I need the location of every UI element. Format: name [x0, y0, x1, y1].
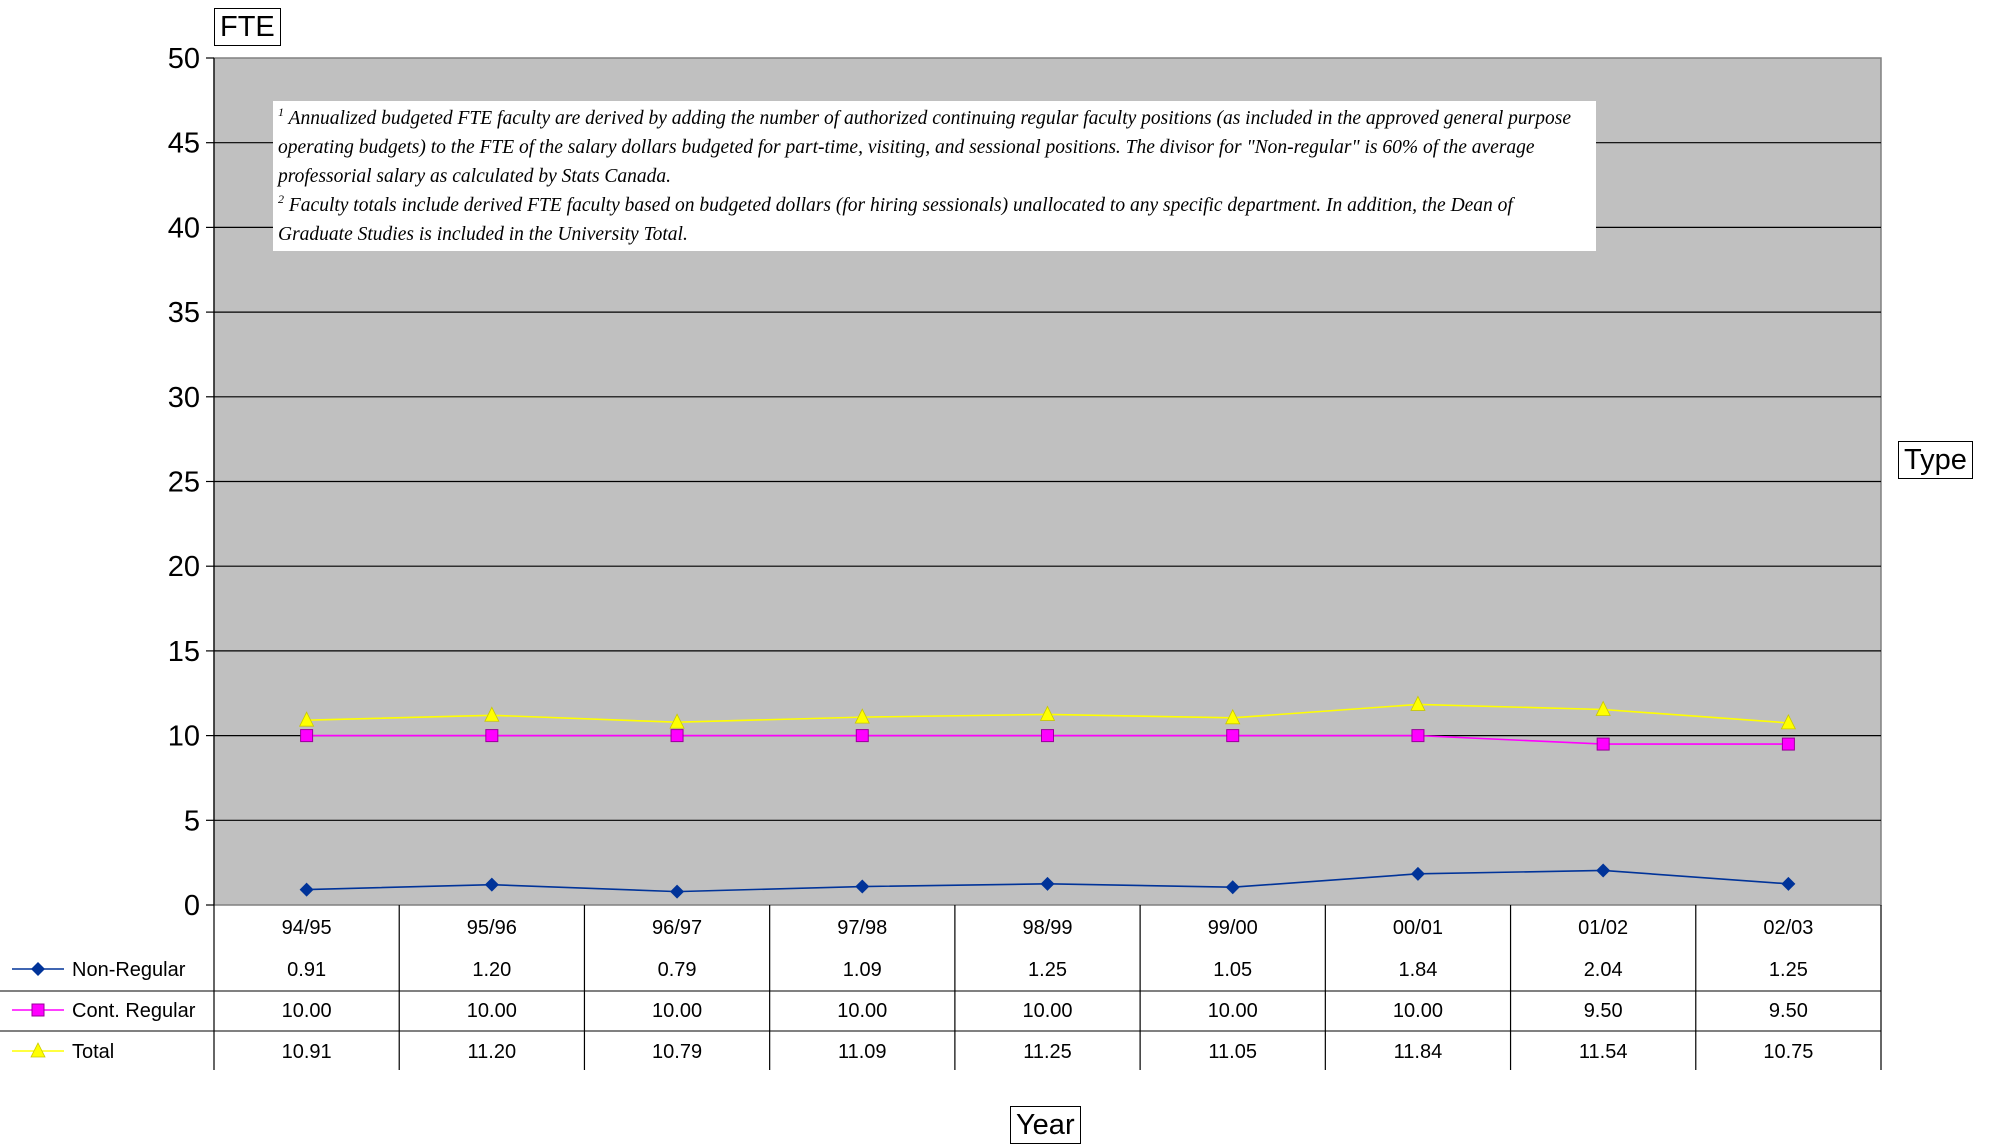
data-point-square	[1596, 737, 1610, 751]
data-value-label: 10.79	[652, 1041, 702, 1063]
y-tick-label: 20	[168, 551, 200, 583]
data-value-label: 1.84	[1398, 959, 1437, 981]
data-value-label: 1.25	[1769, 959, 1808, 981]
data-value-label: 10.00	[837, 1000, 887, 1022]
data-value-label: 1.25	[1028, 959, 1067, 981]
data-point-diamond	[1781, 876, 1796, 891]
data-point-square	[1226, 729, 1240, 743]
legend-title: Type	[1898, 441, 1973, 479]
data-value-label: 9.50	[1584, 1000, 1623, 1022]
data-value-label: 1.20	[472, 959, 511, 981]
data-value-label: 0.91	[287, 959, 326, 981]
y-tick-label: 15	[168, 636, 200, 668]
data-value-label: 2.04	[1584, 959, 1623, 981]
series-total	[298, 695, 1797, 730]
data-table: 94/95 95/96 96/97 97/98 98/99 99/00 00/01 01/02…	[0, 905, 1882, 1070]
data-point-diamond	[31, 962, 45, 976]
x-category-label: 02/03	[1763, 917, 1813, 939]
x-category-label: 95/96	[467, 917, 517, 939]
data-value-label: 11.25	[1023, 1041, 1072, 1063]
data-point-triangle	[1595, 700, 1611, 716]
legend-entry-label: Non-Regular	[72, 959, 186, 981]
footnote-1-marker: 1	[278, 105, 284, 119]
y-tick-label: 40	[168, 212, 200, 244]
x-category-label: 96/97	[652, 917, 702, 939]
footnote-box: 1 Annualized budgeted FTE faculty are de…	[273, 101, 1596, 251]
y-tick-label: 50	[168, 43, 200, 75]
data-point-diamond	[1040, 876, 1055, 891]
data-value-label: 1.05	[1213, 959, 1252, 981]
x-category-label: 99/00	[1208, 917, 1258, 939]
data-value-label: 0.79	[658, 959, 697, 981]
data-point-square	[300, 729, 314, 743]
data-point-triangle	[1039, 705, 1056, 721]
footnote-2-text: Faculty totals include derived FTE facul…	[278, 195, 1513, 245]
data-point-triangle	[298, 711, 315, 727]
data-point-triangle	[1225, 708, 1241, 725]
data-point-square	[670, 729, 684, 743]
data-value-label: 1.09	[843, 959, 882, 981]
data-value-label: 10.75	[1763, 1041, 1813, 1063]
data-point-diamond	[299, 882, 314, 897]
data-value-label: 10.00	[1208, 1000, 1258, 1022]
legend-entry-label: Total	[72, 1041, 114, 1063]
data-point-triangle	[854, 708, 870, 724]
data-value-label: 11.05	[1208, 1041, 1257, 1063]
data-value-label: 10.00	[1022, 1000, 1072, 1022]
series-lines	[298, 695, 1797, 899]
y-tick-label: 5	[184, 805, 200, 837]
x-category-label: 94/95	[282, 917, 332, 939]
data-point-square	[1781, 737, 1795, 751]
data-point-square	[1041, 729, 1054, 743]
data-point-triangle	[669, 713, 685, 729]
data-point-diamond	[670, 884, 685, 899]
data-value-label: 9.50	[1769, 1000, 1808, 1022]
data-value-label: 11.54	[1579, 1041, 1628, 1063]
legend-entry-label: Cont. Regular	[72, 1000, 196, 1022]
data-point-square	[1411, 729, 1425, 743]
footnote-2-marker: 2	[278, 192, 284, 206]
x-category-label: 97/98	[837, 917, 887, 939]
y-tick-label: 30	[168, 382, 200, 414]
y-tick-labels: 0 5 10 15 20 25 30 35 40 45 50	[168, 43, 200, 922]
y-tick-label: 45	[168, 128, 200, 160]
data-point-square	[485, 729, 499, 743]
x-axis-title: Year	[1010, 1106, 1081, 1144]
footnote-1-text: Annualized budgeted FTE faculty are deri…	[278, 108, 1571, 187]
data-value-label: 10.00	[652, 1000, 702, 1022]
data-point-diamond	[484, 877, 499, 892]
y-tick-label: 35	[168, 297, 200, 329]
data-value-label: 11.09	[838, 1041, 887, 1063]
data-point-square	[855, 729, 869, 743]
data-point-diamond	[1225, 880, 1240, 895]
data-value-label: 10.91	[282, 1041, 332, 1063]
data-point-triangle	[30, 1042, 46, 1058]
data-point-triangle	[1780, 714, 1797, 730]
data-value-label: 10.00	[1393, 1000, 1443, 1022]
data-value-label: 11.20	[468, 1041, 517, 1063]
x-category-label: 98/99	[1022, 917, 1072, 939]
y-tick-label: 0	[184, 890, 200, 922]
data-value-label: 11.84	[1394, 1041, 1443, 1063]
y-tick-label: 25	[168, 467, 200, 499]
data-value-label: 10.00	[467, 1000, 517, 1022]
y-tick-label: 10	[168, 721, 200, 753]
x-category-label: 00/01	[1393, 917, 1443, 939]
series-non-regular	[299, 863, 1796, 899]
data-point-triangle	[1410, 695, 1426, 711]
data-point-diamond	[1596, 863, 1611, 878]
data-point-diamond	[1410, 866, 1425, 881]
y-axis-title: FTE	[214, 8, 281, 46]
data-value-label: 10.00	[282, 1000, 332, 1022]
data-point-square	[31, 1003, 45, 1017]
x-category-label: 01/02	[1578, 917, 1628, 939]
data-point-diamond	[855, 879, 870, 894]
data-point-triangle	[484, 706, 500, 722]
series-cont-regular	[300, 729, 1795, 751]
